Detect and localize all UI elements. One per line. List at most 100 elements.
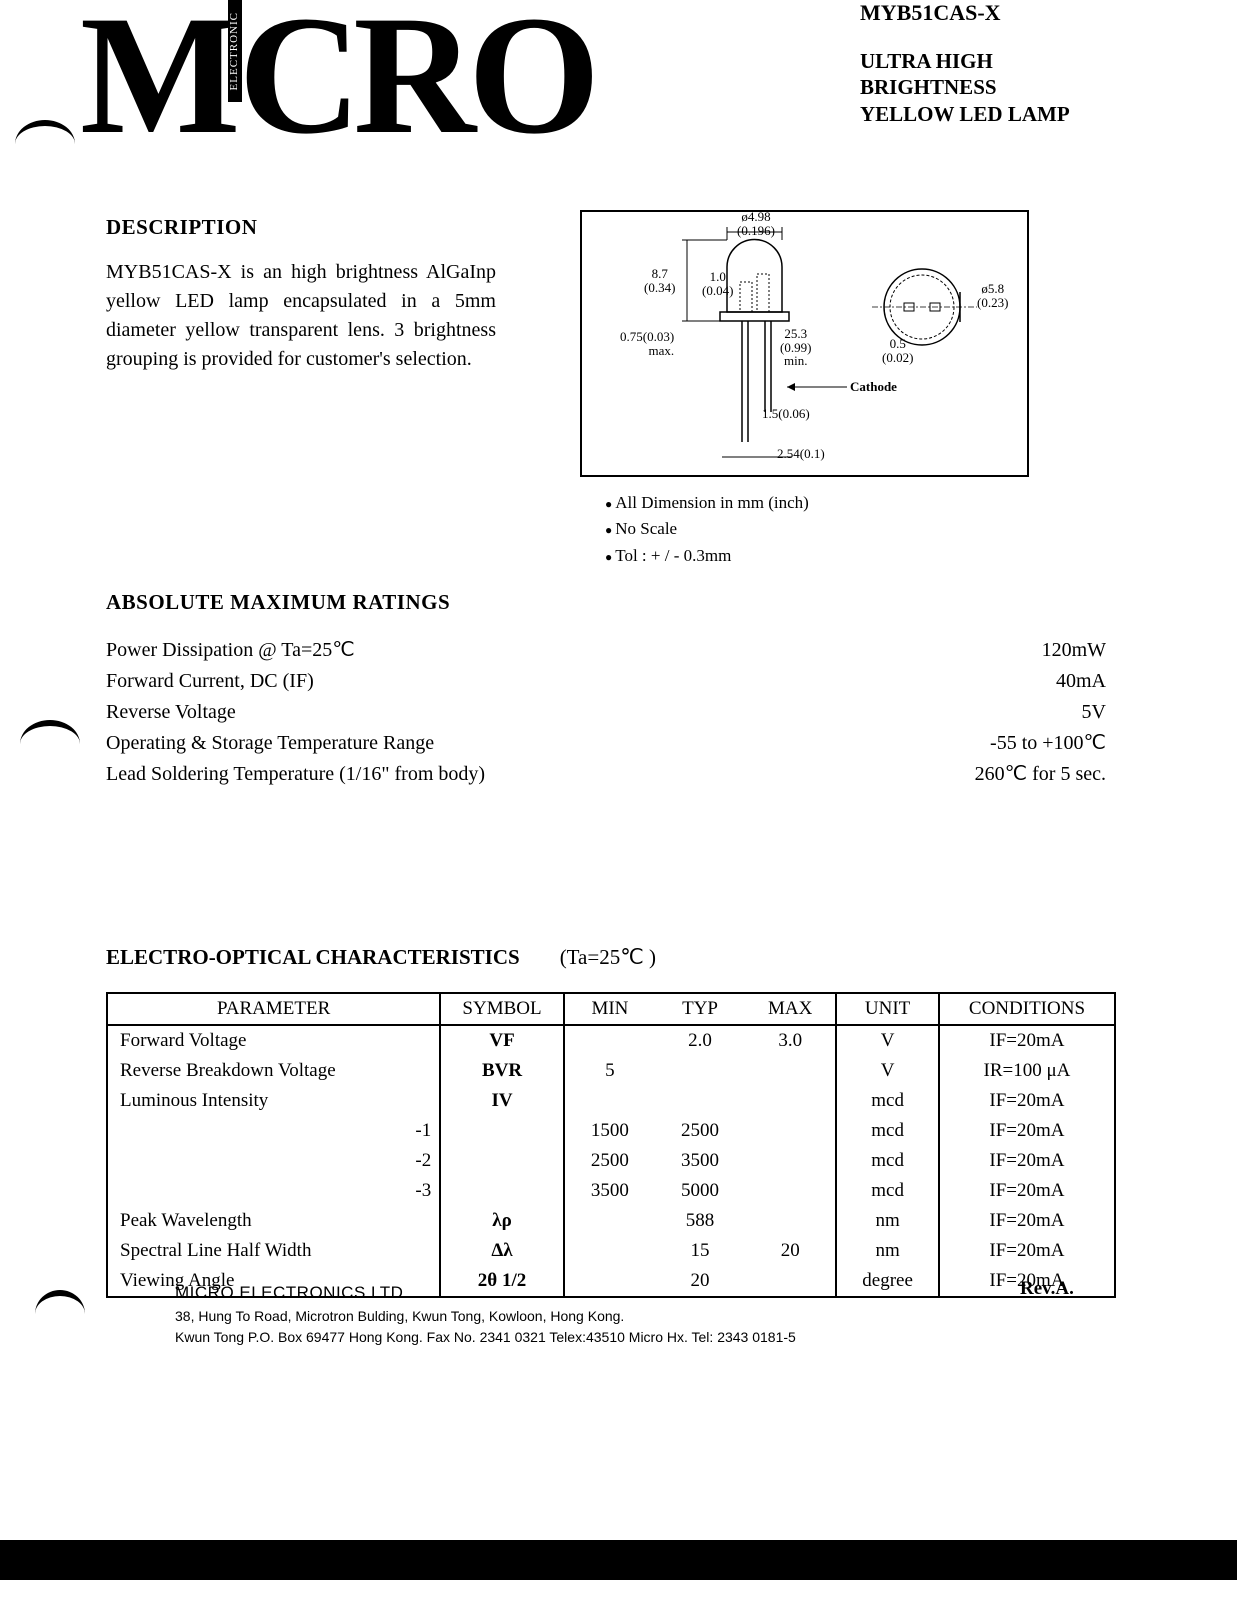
- scan-mark: [20, 720, 80, 744]
- amr-row: Lead Soldering Temperature (1/16" from b…: [106, 759, 1106, 790]
- scan-mark: [35, 1290, 85, 1314]
- cell-typ: [655, 1056, 745, 1086]
- cell-cond: IF=20mA: [939, 1176, 1115, 1206]
- cell-param: -3: [107, 1176, 440, 1206]
- footer-company: MICRO ELECTRONICS LTD.: [175, 1280, 1075, 1306]
- cell-unit: V: [836, 1056, 939, 1086]
- cell-typ: 2500: [655, 1116, 745, 1146]
- cell-min: 1500: [564, 1116, 655, 1146]
- cell-max: [745, 1086, 836, 1116]
- cell-min: 5: [564, 1056, 655, 1086]
- cell-max: [745, 1056, 836, 1086]
- col-header: MAX: [745, 993, 836, 1025]
- col-header: CONDITIONS: [939, 993, 1115, 1025]
- col-header: MIN: [564, 993, 655, 1025]
- amr-label: Lead Soldering Temperature (1/16" from b…: [106, 759, 485, 790]
- cell-unit: mcd: [836, 1116, 939, 1146]
- header-right: MYB51CAS-X ULTRA HIGH BRIGHTNESS YELLOW …: [860, 0, 1160, 127]
- amr-value: 40mA: [1056, 666, 1106, 697]
- cell-max: [745, 1116, 836, 1146]
- amr-row: Forward Current, DC (IF)40mA: [106, 666, 1106, 697]
- cell-symbol: VF: [440, 1025, 564, 1056]
- cell-typ: 2.0: [655, 1025, 745, 1056]
- cell-symbol: IV: [440, 1086, 564, 1116]
- cell-max: [745, 1146, 836, 1176]
- amr-section: ABSOLUTE MAXIMUM RATINGS Power Dissipati…: [106, 590, 1106, 790]
- title-line: YELLOW LED LAMP: [860, 101, 1160, 127]
- cell-typ: 5000: [655, 1176, 745, 1206]
- cell-min: [564, 1206, 655, 1236]
- cell-cond: IF=20mA: [939, 1086, 1115, 1116]
- cell-symbol: λρ: [440, 1206, 564, 1236]
- dim-label: ø5.8(0.23): [977, 282, 1008, 309]
- amr-label: Power Dissipation @ Ta=25℃: [106, 635, 355, 666]
- table-row: Forward VoltageVF2.03.0VIF=20mA: [107, 1025, 1115, 1056]
- product-title: ULTRA HIGH BRIGHTNESS YELLOW LED LAMP: [860, 48, 1160, 127]
- cell-param: -1: [107, 1116, 440, 1146]
- cell-param: Peak Wavelength: [107, 1206, 440, 1236]
- col-header: SYMBOL: [440, 993, 564, 1025]
- cell-cond: IF=20mA: [939, 1116, 1115, 1146]
- dim-label: 1.5(0.06): [762, 407, 810, 421]
- col-header: TYP: [655, 993, 745, 1025]
- amr-value: 5V: [1082, 697, 1106, 728]
- cell-min: [564, 1025, 655, 1056]
- table-row: -1 15002500 mcdIF=20mA: [107, 1116, 1115, 1146]
- cell-param: -2: [107, 1146, 440, 1176]
- cell-max: 3.0: [745, 1025, 836, 1056]
- dim-label: 8.7(0.34): [644, 267, 675, 294]
- footer: MICRO ELECTRONICS LTD. 38, Hung To Road,…: [175, 1280, 1075, 1348]
- cell-symbol: [440, 1116, 564, 1146]
- cell-symbol: Δλ: [440, 1236, 564, 1266]
- amr-row: Reverse Voltage5V: [106, 697, 1106, 728]
- dim-label: ø4.98(0.196): [737, 210, 775, 237]
- table-row: Reverse Breakdown VoltageBVR5VIR=100 μA: [107, 1056, 1115, 1086]
- title-line: BRIGHTNESS: [860, 74, 1160, 100]
- cell-cond: IF=20mA: [939, 1146, 1115, 1176]
- table-row: -225003500mcdIF=20mA: [107, 1146, 1115, 1176]
- cell-typ: 15: [655, 1236, 745, 1266]
- description-text: MYB51CAS-X is an high brightness AlGaInp…: [106, 258, 496, 374]
- cell-cond: IF=20mA: [939, 1025, 1115, 1056]
- amr-value: -55 to +100℃: [990, 728, 1106, 759]
- amr-label: Operating & Storage Temperature Range: [106, 728, 434, 759]
- eoc-section: ELECTRO-OPTICAL CHARACTERISTICS(Ta=25℃ )…: [106, 945, 1116, 1298]
- cell-min: [564, 1086, 655, 1116]
- diagram-note: All Dimension in mm (inch): [605, 490, 809, 516]
- cell-cond: IF=20mA: [939, 1236, 1115, 1266]
- diagram-note: No Scale: [605, 516, 809, 542]
- footer-addr: 38, Hung To Road, Microtron Bulding, Kwu…: [175, 1306, 1075, 1327]
- amr-row: Operating & Storage Temperature Range -55…: [106, 728, 1106, 759]
- amr-value: 120mW: [1042, 635, 1106, 666]
- cell-param: Forward Voltage: [107, 1025, 440, 1056]
- bottom-scan-bar: [0, 1540, 1237, 1580]
- title-line: ULTRA HIGH: [860, 48, 1160, 74]
- amr-heading: ABSOLUTE MAXIMUM RATINGS: [106, 590, 1106, 615]
- cell-unit: nm: [836, 1206, 939, 1236]
- cell-max: [745, 1206, 836, 1236]
- diagram-note: Tol : + / - 0.3mm: [605, 543, 809, 569]
- scan-mark: [15, 120, 75, 144]
- cell-symbol: [440, 1146, 564, 1176]
- table-row: -3 35005000 mcdIF=20mA: [107, 1176, 1115, 1206]
- cell-max: [745, 1176, 836, 1206]
- eoc-heading: ELECTRO-OPTICAL CHARACTERISTICS(Ta=25℃ ): [106, 945, 1116, 970]
- cell-unit: mcd: [836, 1176, 939, 1206]
- dim-label: 0.5(0.02): [882, 337, 913, 364]
- eoc-condition: (Ta=25℃ ): [560, 945, 656, 969]
- cell-typ: 588: [655, 1206, 745, 1236]
- col-header: PARAMETER: [107, 993, 440, 1025]
- cell-min: 3500: [564, 1176, 655, 1206]
- dim-label: 2.54(0.1): [777, 447, 825, 461]
- cell-min: [564, 1236, 655, 1266]
- cell-symbol: [440, 1176, 564, 1206]
- description-section: DESCRIPTION MYB51CAS-X is an high bright…: [106, 215, 496, 374]
- cell-symbol: BVR: [440, 1056, 564, 1086]
- cell-typ: [655, 1086, 745, 1116]
- cell-param: Luminous Intensity: [107, 1086, 440, 1116]
- table-header-row: PARAMETER SYMBOL MIN TYP MAX UNIT CONDIT…: [107, 993, 1115, 1025]
- eoc-table: PARAMETER SYMBOL MIN TYP MAX UNIT CONDIT…: [106, 992, 1116, 1298]
- footer-addr: Kwun Tong P.O. Box 69477 Hong Kong. Fax …: [175, 1327, 1075, 1348]
- cell-unit: nm: [836, 1236, 939, 1266]
- logo-i-electronic: ELECTRONIC: [228, 0, 242, 102]
